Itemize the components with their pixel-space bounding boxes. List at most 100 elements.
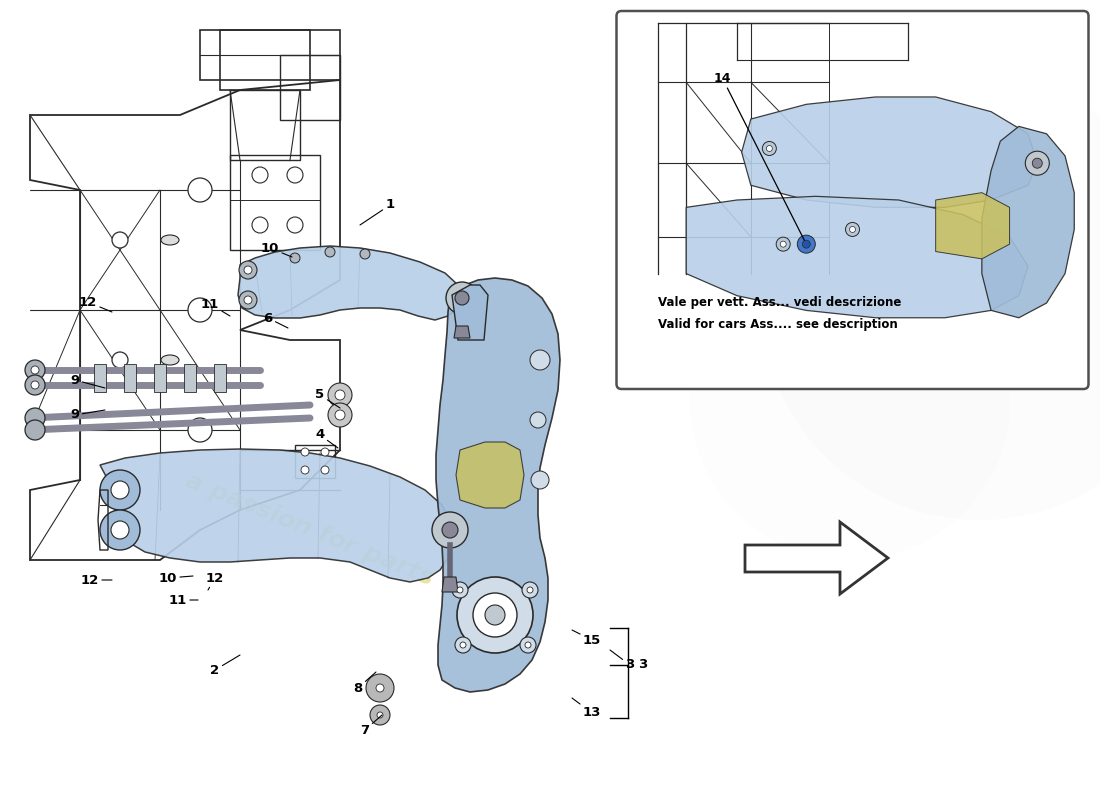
Circle shape (301, 466, 309, 474)
Circle shape (1032, 158, 1043, 168)
Circle shape (31, 381, 38, 389)
Circle shape (485, 605, 505, 625)
Circle shape (239, 291, 257, 309)
Text: 11: 11 (201, 298, 230, 316)
Circle shape (432, 512, 468, 548)
Circle shape (244, 266, 252, 274)
Circle shape (527, 587, 534, 593)
Circle shape (25, 408, 45, 428)
Text: 15: 15 (572, 630, 601, 646)
Circle shape (531, 471, 549, 489)
Polygon shape (982, 126, 1075, 318)
Text: parts
since
'85: parts since '85 (862, 257, 978, 383)
Circle shape (252, 167, 268, 183)
Circle shape (111, 481, 129, 499)
Polygon shape (230, 90, 300, 160)
Text: 11: 11 (169, 594, 198, 606)
Polygon shape (452, 285, 488, 340)
Polygon shape (124, 364, 136, 392)
Circle shape (321, 448, 329, 456)
Text: 3: 3 (638, 658, 647, 671)
Circle shape (455, 637, 471, 653)
Circle shape (239, 261, 257, 279)
Circle shape (473, 593, 517, 637)
Text: 8: 8 (353, 672, 376, 694)
Polygon shape (936, 193, 1010, 259)
Text: Vale per vett. Ass... vedi descrizione: Vale per vett. Ass... vedi descrizione (659, 296, 902, 309)
Text: 3: 3 (610, 650, 635, 671)
Circle shape (321, 466, 329, 474)
Text: 9: 9 (70, 374, 104, 388)
Circle shape (846, 222, 859, 237)
Polygon shape (214, 364, 225, 392)
Circle shape (455, 291, 469, 305)
Circle shape (777, 237, 790, 251)
Circle shape (336, 390, 345, 400)
Text: 13: 13 (572, 698, 602, 719)
Circle shape (252, 217, 268, 233)
Circle shape (525, 642, 531, 648)
Circle shape (767, 146, 772, 151)
Circle shape (112, 232, 128, 248)
Circle shape (328, 403, 352, 427)
Polygon shape (154, 364, 166, 392)
Text: a passion for parts: a passion for parts (183, 469, 438, 591)
Polygon shape (184, 364, 196, 392)
Circle shape (112, 352, 128, 368)
Circle shape (25, 360, 45, 380)
Circle shape (780, 241, 786, 247)
Circle shape (100, 510, 140, 550)
Polygon shape (454, 326, 470, 338)
Circle shape (520, 637, 536, 653)
Circle shape (324, 247, 336, 257)
Text: 14: 14 (714, 72, 804, 241)
Circle shape (456, 577, 534, 653)
Polygon shape (94, 364, 106, 392)
Circle shape (446, 282, 478, 314)
Text: 10: 10 (158, 571, 192, 585)
Circle shape (452, 582, 468, 598)
Polygon shape (100, 449, 452, 582)
Ellipse shape (161, 355, 179, 365)
Text: 1: 1 (360, 198, 395, 225)
Circle shape (188, 298, 212, 322)
Circle shape (287, 167, 303, 183)
Circle shape (244, 296, 252, 304)
Circle shape (530, 350, 550, 370)
Circle shape (336, 410, 345, 420)
Circle shape (188, 418, 212, 442)
Circle shape (1025, 151, 1049, 175)
Text: 12: 12 (206, 571, 224, 590)
Circle shape (366, 674, 394, 702)
Text: 5: 5 (316, 389, 340, 408)
Circle shape (530, 412, 546, 428)
Ellipse shape (161, 235, 179, 245)
FancyBboxPatch shape (616, 11, 1089, 389)
Polygon shape (436, 278, 560, 692)
Circle shape (456, 587, 463, 593)
Text: 4: 4 (316, 429, 338, 448)
Circle shape (762, 142, 777, 155)
Circle shape (360, 249, 370, 259)
Text: 10: 10 (261, 242, 292, 257)
Polygon shape (456, 442, 524, 508)
Circle shape (301, 448, 309, 456)
Circle shape (376, 684, 384, 692)
Circle shape (290, 253, 300, 263)
Circle shape (802, 240, 811, 248)
Circle shape (188, 178, 212, 202)
Circle shape (760, 80, 1100, 520)
Circle shape (849, 226, 856, 233)
Polygon shape (745, 522, 888, 594)
Text: Valid for cars Ass.... see description: Valid for cars Ass.... see description (659, 318, 899, 330)
Text: 9: 9 (70, 409, 104, 422)
Circle shape (287, 217, 303, 233)
Circle shape (720, 20, 1080, 380)
Polygon shape (686, 196, 1028, 318)
Circle shape (100, 470, 140, 510)
Circle shape (460, 642, 466, 648)
Circle shape (25, 420, 45, 440)
Circle shape (25, 375, 45, 395)
Text: 12: 12 (81, 574, 112, 586)
Circle shape (522, 582, 538, 598)
